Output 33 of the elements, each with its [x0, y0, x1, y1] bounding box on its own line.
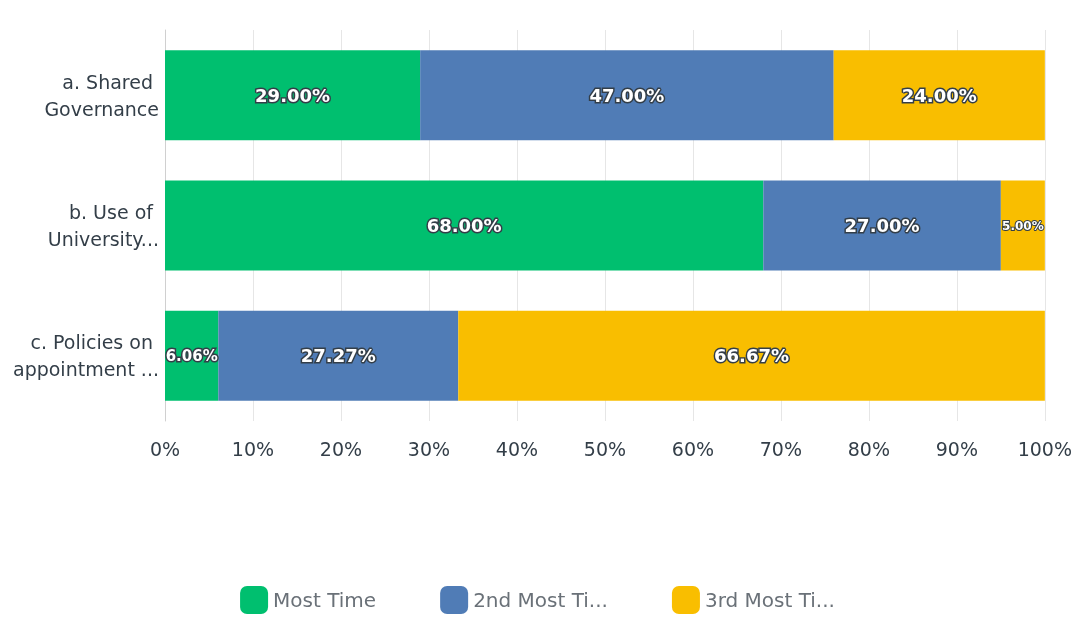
x-tick-label: 30% — [407, 437, 451, 460]
y-tick-label: c. Policies on appointment ... — [12, 331, 159, 381]
data-label: 47.00% — [589, 84, 665, 106]
data-label: 68.00% — [426, 215, 502, 236]
y-tick-label: b. Use of University... — [47, 201, 159, 250]
data-label: 29.00% — [255, 84, 331, 106]
bar — [165, 50, 421, 141]
bar — [165, 180, 764, 271]
bar — [218, 310, 459, 401]
y-tick-label: a. Shared Governance — [44, 70, 159, 120]
data-label: 24.00% — [901, 84, 977, 106]
x-tick-label: 20% — [319, 437, 363, 460]
x-tick-label: 90% — [935, 437, 978, 460]
bar — [420, 50, 834, 141]
x-tick-label: 10% — [231, 437, 275, 460]
x-tick-label: 100% — [1017, 437, 1072, 460]
bar — [763, 180, 1001, 271]
data-label: 66.67% — [714, 345, 790, 367]
data-label: 5.00% — [1002, 218, 1044, 233]
x-tick-label: 60% — [671, 437, 715, 460]
legend-label: 2nd Most Ti... — [473, 588, 608, 612]
data-label: 6.06% — [165, 346, 218, 365]
data-label: 27.27% — [300, 345, 376, 367]
data-label: 27.00% — [844, 215, 920, 236]
x-tick-label: 50% — [583, 437, 627, 460]
bar — [458, 310, 1045, 401]
x-tick-label: 70% — [759, 437, 803, 460]
x-tick-label: 0% — [149, 437, 181, 460]
legend-label: 3rd Most Ti... — [704, 588, 835, 612]
x-tick-label: 80% — [847, 437, 890, 460]
x-tick-label: 40% — [495, 437, 539, 460]
legend-label: Most Time — [273, 588, 377, 612]
bar — [833, 50, 1045, 141]
